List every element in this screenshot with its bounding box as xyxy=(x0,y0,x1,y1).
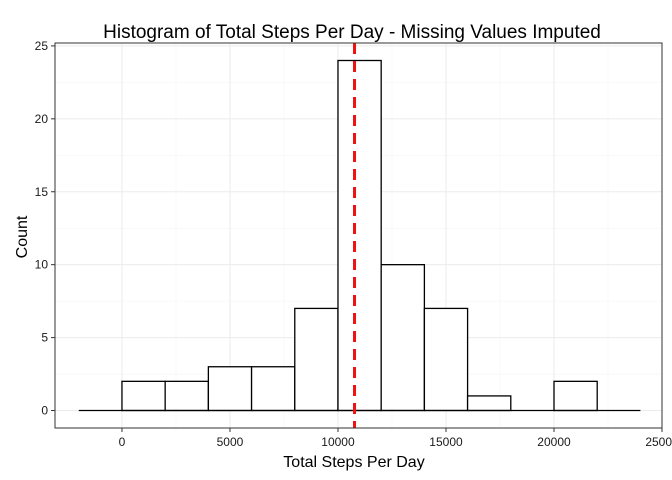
histogram-bar xyxy=(466,395,512,412)
histogram-bars xyxy=(121,59,598,412)
x-tick-label: 5000 xyxy=(217,435,244,449)
x-tick-label: 15000 xyxy=(429,435,463,449)
histogram-bar xyxy=(164,380,210,412)
histogram-bar xyxy=(553,380,598,412)
y-tick-label: 0 xyxy=(41,404,48,418)
y-tick-label: 25 xyxy=(35,39,49,53)
y-axis-label: Count xyxy=(14,215,31,258)
y-tick-label: 10 xyxy=(35,258,49,272)
x-axis-label: Total Steps Per Day xyxy=(283,454,424,471)
plot-panel-border xyxy=(54,42,663,429)
y-tick-label: 5 xyxy=(41,331,48,345)
histogram-bar xyxy=(380,264,426,412)
histogram-bar xyxy=(250,366,296,412)
histogram-bar xyxy=(207,366,253,412)
histogram-bar xyxy=(337,59,382,412)
x-tick-label: 0 xyxy=(119,435,126,449)
histogram-bar xyxy=(423,307,469,412)
histogram-bar xyxy=(294,307,339,412)
x-tick-label: 10000 xyxy=(321,435,355,449)
y-tick-label: 15 xyxy=(35,185,49,199)
x-tick-label: 20000 xyxy=(537,435,571,449)
y-axis-ticks: 0 5 10 15 20 25 xyxy=(35,39,55,418)
chart-title: Histogram of Total Steps Per Day - Missi… xyxy=(103,22,601,43)
histogram-bar xyxy=(121,380,166,412)
y-tick-label: 20 xyxy=(35,112,49,126)
